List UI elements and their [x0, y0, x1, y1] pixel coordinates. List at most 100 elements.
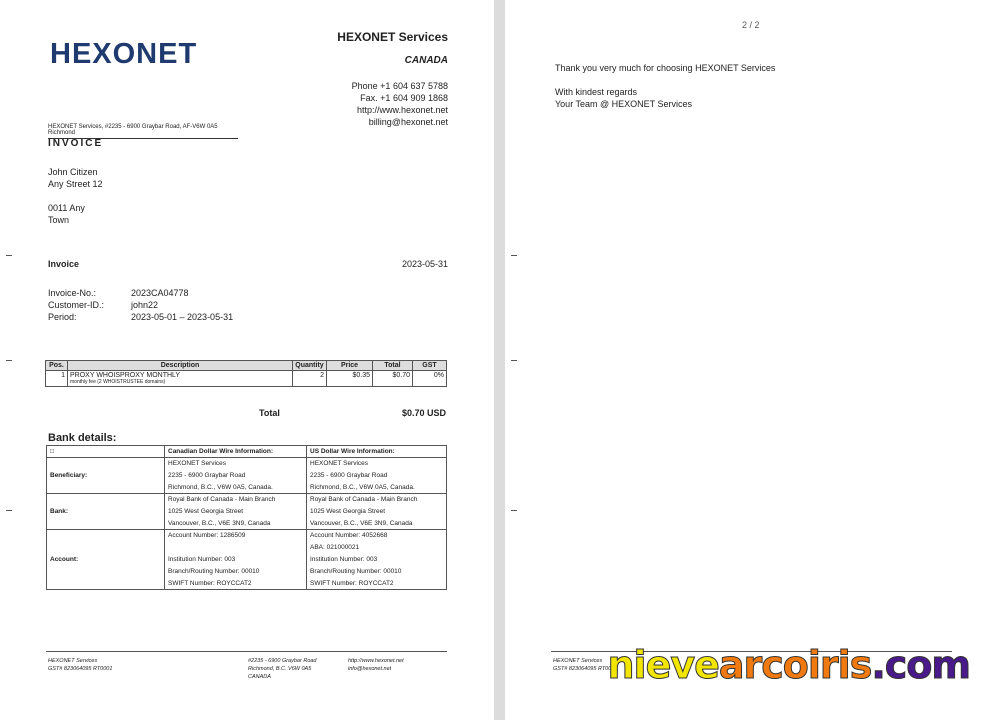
item-desc: PROXY WHOISPROXY MONTHLY	[70, 372, 181, 379]
recipient-name: John Citizen	[48, 167, 98, 177]
hexonet-logo: HEXONET	[50, 38, 198, 70]
footer-text: CANADA	[248, 674, 271, 680]
footer-text: http://www.hexonet.net	[348, 658, 404, 664]
page-number: 2 / 2	[742, 20, 760, 30]
items-table: Pos. Description Quantity Price Total GS…	[45, 360, 447, 387]
col-description: Description	[67, 360, 293, 371]
invoice-date: 2023-05-31	[401, 259, 448, 269]
col-gst: GST	[412, 360, 447, 371]
thanks-text: Thank you very much for choosing HEXONET…	[555, 63, 776, 73]
col-quantity: Quantity	[292, 360, 327, 371]
table-row: Account: Account Number: 1286509 Account N…	[46, 529, 447, 590]
closing-text: Thank you very much for choosing HEXONET…	[555, 62, 775, 110]
invoice-label: Invoice	[48, 259, 80, 269]
bank-cell-usd: 1025 West Georgia Street	[306, 505, 447, 518]
recipient-town: Town	[48, 215, 70, 225]
footer-col-1: HEXONET Services GST# 823064095 RT0001	[553, 657, 617, 673]
customer-id: john22	[131, 300, 159, 310]
bank-cell-usd: Branch/Routing Number: 00010	[306, 565, 447, 578]
footer-divider	[551, 651, 952, 652]
item-sub: monthly fee (2 WHOISTRUSTEE domains)	[70, 379, 166, 385]
bank-table: □ Canadian Dollar Wire Information: US Dol…	[46, 445, 447, 590]
bank-cell-cad: 1025 West Georgia Street	[164, 505, 307, 518]
invoice-page-2: 2 / 2 Thank you very much for choosing H…	[505, 0, 1000, 720]
bank-row-label: Bank:	[46, 493, 165, 530]
bank-title: Bank details:	[48, 432, 117, 444]
table-row: Branch/Routing Number: 00010 Branch/Routi…	[47, 565, 447, 578]
cell-gst: 0%	[412, 370, 447, 387]
meta-key: Invoice-No.:	[48, 288, 97, 298]
meta-key: Period:	[48, 312, 77, 322]
footer-col-2: #2235 - 6900 Graybar Road Richmond, B.C. …	[248, 657, 317, 681]
bank-cell-usd: Account Number: 4052668	[306, 529, 447, 542]
total-value: $0.70 USD	[401, 408, 446, 418]
fold-mark	[511, 255, 517, 256]
bank-row-label: Beneficiary:	[46, 457, 165, 494]
bank-cell-usd: ABA: 021000021	[306, 541, 447, 554]
country: CANADA	[404, 55, 448, 66]
footer-divider	[46, 651, 447, 652]
invoice-number: 2023CA04778	[131, 288, 189, 298]
bank-cell-cad: Vancouver, B.C., V6E 3N9, Canada	[164, 517, 307, 530]
table-row: Bank: Royal Bank of Canada - Main Branch R…	[46, 493, 447, 530]
items-header: Pos. Description Quantity Price Total GS…	[45, 360, 447, 371]
footer-text: GST# 823064095 RT0001	[48, 666, 113, 672]
bank-cell-usd: Richmond, B.C., V6W 0A5, Canada.	[306, 481, 447, 494]
bank-cell-usd: SWIFT Number: ROYCCAT2	[306, 577, 447, 590]
invoice-meta: Invoice-No.: 2023CA04778 Customer-ID.: joh…	[48, 287, 233, 323]
bank-cell-cad: SWIFT Number: ROYCCAT2	[164, 577, 307, 590]
footer-col-3: http://www.hexonet.net info@hexonet.net	[348, 657, 404, 673]
table-row: Beneficiary: HEXONET Services HEXONET Serv…	[46, 457, 447, 494]
total-label: Total	[259, 408, 280, 418]
watermark-part: arcoiris	[718, 643, 872, 688]
footer-text: info@hexonet.net	[348, 666, 392, 672]
bank-cell-cad: 2235 - 6900 Graybar Road	[164, 469, 307, 482]
cell-total: $0.70	[372, 370, 413, 387]
footer-text: #2235 - 6900 Graybar Road	[248, 658, 317, 664]
sender-line: HEXONET Services, #2235 - 6900 Graybar R…	[48, 124, 238, 139]
recipient-zip: 0011 Any	[48, 203, 85, 213]
bank-col-blank: □	[46, 445, 165, 458]
meta-key: Customer-ID.:	[48, 300, 105, 310]
watermark-logo: nievearcoiris.com	[607, 643, 972, 688]
bank-col-cad: Canadian Dollar Wire Information:	[164, 445, 307, 458]
cell-qty: 2	[292, 370, 327, 387]
bank-cell-cad: Richmond, B.C., V6W 0A5, Canada.	[164, 481, 307, 494]
col-price: Price	[326, 360, 373, 371]
bank-cell-cad: Branch/Routing Number: 00010	[164, 565, 307, 578]
phone: Phone +1 604 637 5788	[351, 81, 448, 91]
bank-col-usd: US Dollar Wire Information:	[306, 445, 447, 458]
table-row: ABA: 021000021	[47, 541, 447, 554]
fold-mark	[6, 255, 12, 256]
footer-text: HEXONET Services	[48, 658, 98, 664]
bank-cell-usd: Vancouver, B.C., V6E 3N9, Canada	[306, 517, 447, 530]
footer-text: Richmond, B.C. V6W 0A5	[248, 666, 312, 672]
footer-text: GST# 823064095 RT0001	[553, 666, 618, 672]
fold-mark	[511, 510, 517, 511]
table-row: SWIFT Number: ROYCCAT2 SWIFT Number: ROYC…	[47, 577, 447, 590]
recipient-street: Any Street 12	[48, 179, 103, 189]
footer-col-1: HEXONET Services GST# 823064095 RT0001	[48, 657, 112, 673]
doc-title: INVOICE	[48, 138, 104, 149]
bank-cell-cad: HEXONET Services	[164, 457, 307, 470]
col-pos: Pos.	[45, 360, 68, 371]
cell-description: PROXY WHOISPROXY MONTHLY monthly fee (2 W…	[67, 370, 293, 387]
bank-row-label: Account:	[46, 529, 165, 590]
footer-text: HEXONET Services	[553, 658, 603, 664]
bank-cell-usd: HEXONET Services	[306, 457, 447, 470]
period: 2023-05-01 – 2023-05-31	[131, 312, 234, 322]
bank-cell-usd: 2235 - 6900 Graybar Road	[306, 469, 447, 482]
invoice-page-1: HEXONET HEXONET Services CANADA Phone +1…	[0, 0, 494, 720]
website: http://www.hexonet.net	[356, 105, 448, 115]
company-name: HEXONET Services	[337, 30, 448, 44]
fax: Fax. +1 604 909 1868	[360, 93, 448, 103]
fold-mark	[6, 510, 12, 511]
bank-cell-cad: Institution Number: 003	[164, 553, 307, 566]
bank-cell-cad: Royal Bank of Canada - Main Branch	[164, 493, 307, 506]
fold-mark	[511, 360, 517, 361]
bank-cell-cad	[164, 541, 307, 554]
regards-text: With kindest regards	[555, 87, 638, 97]
email: billing@hexonet.net	[368, 117, 448, 127]
table-row: 1025 West Georgia Street 1025 West Georgi…	[47, 505, 447, 518]
cell-pos: 1	[45, 370, 68, 387]
